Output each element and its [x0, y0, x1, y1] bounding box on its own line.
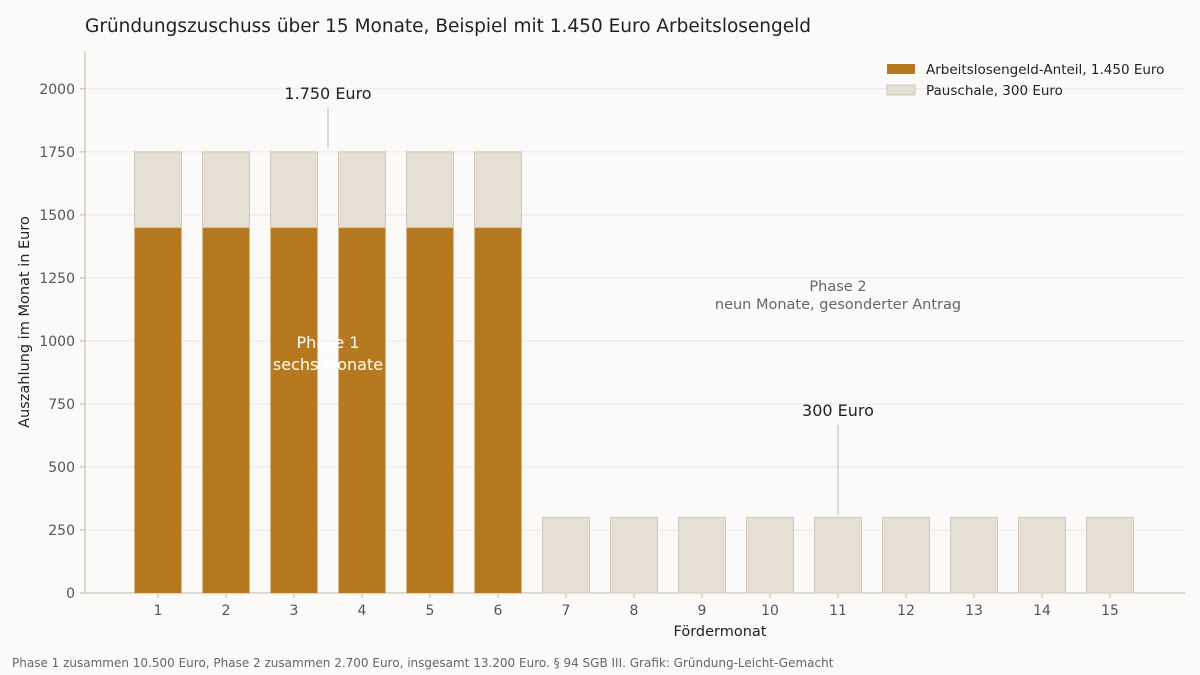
bar-pauschale — [1018, 516, 1066, 594]
y-tick-label: 0 — [66, 586, 75, 602]
bar-pauschale — [610, 516, 658, 594]
x-tick-label: 9 — [698, 603, 707, 619]
x-tick-label: 7 — [562, 603, 571, 619]
y-tick-label: 1250 — [39, 271, 75, 287]
bar-pauschale — [338, 151, 386, 228]
x-tick-label: 1 — [154, 603, 163, 619]
annotation-label: 1.750 Euro — [284, 84, 371, 103]
x-tick-label: 5 — [426, 603, 435, 619]
chart-title: Gründungszuschuss über 15 Monate, Beispi… — [85, 16, 811, 37]
x-tick-label: 10 — [761, 603, 779, 619]
bar-pauschale — [950, 516, 998, 594]
phase1-label: Phase 1 — [296, 333, 359, 352]
x-tick-label: 11 — [829, 603, 847, 619]
bar-arbeitslosengeld — [202, 227, 250, 593]
bar-pauschale — [882, 516, 930, 594]
annotation-label: 300 Euro — [802, 401, 874, 420]
y-tick-label: 750 — [48, 397, 75, 413]
x-tick-label: 8 — [630, 603, 639, 619]
bar-arbeitslosengeld — [134, 227, 182, 593]
x-tick-label: 15 — [1101, 603, 1119, 619]
x-tick-label: 14 — [1033, 603, 1051, 619]
bar-pauschale — [474, 151, 522, 228]
bar-pauschale — [134, 151, 182, 228]
bar-pauschale — [202, 151, 250, 228]
x-tick-label: 6 — [494, 603, 503, 619]
x-tick-label: 2 — [222, 603, 231, 619]
legend-label: Arbeitslosengeld-Anteil, 1.450 Euro — [926, 62, 1164, 78]
y-tick-label: 1000 — [39, 334, 75, 350]
y-tick-label: 2000 — [39, 82, 75, 98]
y-axis-label: Auszahlung im Monat in Euro — [17, 216, 33, 428]
footer-note: Phase 1 zusammen 10.500 Euro, Phase 2 zu… — [12, 656, 834, 670]
x-tick-label: 4 — [358, 603, 367, 619]
y-tick-label: 500 — [48, 460, 75, 476]
bar-pauschale — [678, 516, 726, 594]
y-tick-label: 250 — [48, 523, 75, 539]
phase2-label: Phase 2 — [809, 279, 866, 295]
y-tick-label: 1750 — [39, 145, 75, 161]
bar-pauschale — [746, 516, 794, 594]
legend-swatch — [887, 64, 915, 74]
bar-pauschale — [270, 151, 318, 228]
legend-swatch — [886, 84, 916, 96]
x-tick-label: 12 — [897, 603, 915, 619]
y-tick-label: 1500 — [39, 208, 75, 224]
x-tick-label: 3 — [290, 603, 299, 619]
bar-arbeitslosengeld — [338, 227, 386, 593]
phase1-sublabel: sechs Monate — [273, 355, 383, 374]
bar-pauschale — [1086, 516, 1134, 594]
bar-arbeitslosengeld — [270, 227, 318, 593]
x-axis-label: Fördermonat — [674, 624, 767, 640]
legend-label: Pauschale, 300 Euro — [926, 83, 1063, 99]
bar-pauschale — [406, 151, 454, 228]
phase2-sublabel: neun Monate, gesonderter Antrag — [715, 297, 961, 313]
bar-arbeitslosengeld — [406, 227, 454, 593]
bar-pauschale — [542, 516, 590, 594]
x-tick-label: 13 — [965, 603, 983, 619]
bar-pauschale — [814, 516, 862, 594]
bar-arbeitslosengeld — [474, 227, 522, 593]
